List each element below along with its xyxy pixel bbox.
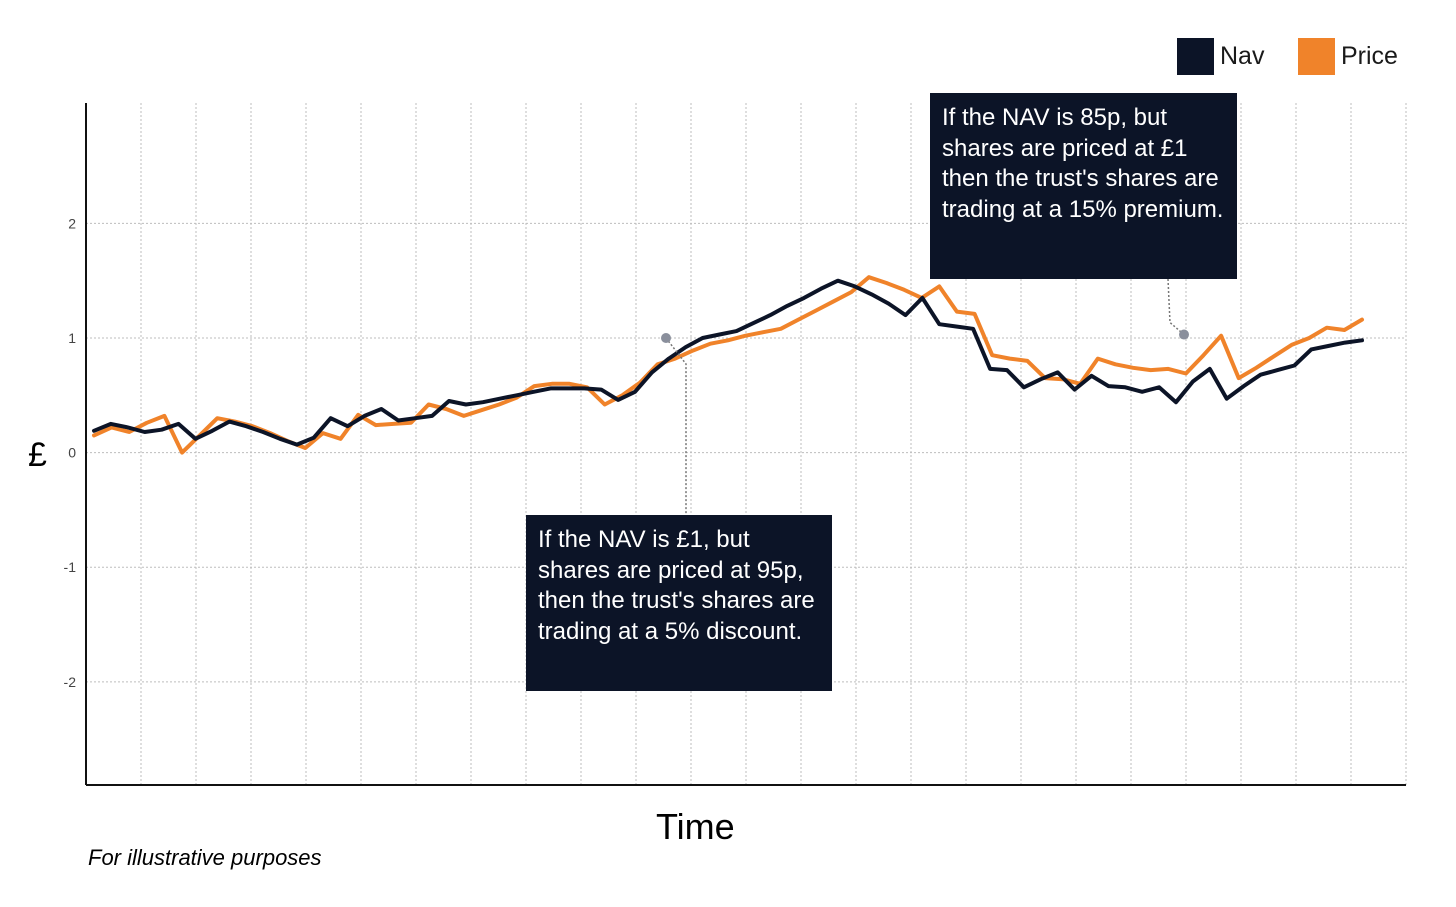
premium-connector [1167, 278, 1185, 336]
y-tick-label: 1 [68, 330, 76, 346]
premium-callout: If the NAV is 85p, but shares are priced… [930, 93, 1237, 279]
legend-item-price: Price [1298, 38, 1398, 75]
discount-connector [665, 337, 687, 515]
series-line-price [92, 275, 1364, 455]
x-axis-label: Time [656, 806, 735, 847]
series-line-nav [92, 278, 1364, 447]
premium-marker [1179, 329, 1189, 340]
legend-label-price: Price [1341, 42, 1398, 70]
y-tick-label: 0 [68, 445, 76, 461]
legend-swatch-price [1298, 38, 1335, 75]
discount-callout: If the NAV is £1, but shares are priced … [526, 515, 832, 691]
y-axis-label: £ [28, 436, 47, 474]
legend-label-nav: Nav [1220, 42, 1265, 70]
legend-item-nav: Nav [1177, 38, 1264, 75]
discount-marker [661, 332, 671, 343]
footnote: For illustrative purposes [88, 845, 322, 870]
y-tick-label: -2 [64, 674, 77, 690]
y-tick-label: 2 [68, 215, 76, 231]
y-tick-label: -1 [64, 559, 77, 575]
legend-swatch-nav [1177, 38, 1214, 75]
